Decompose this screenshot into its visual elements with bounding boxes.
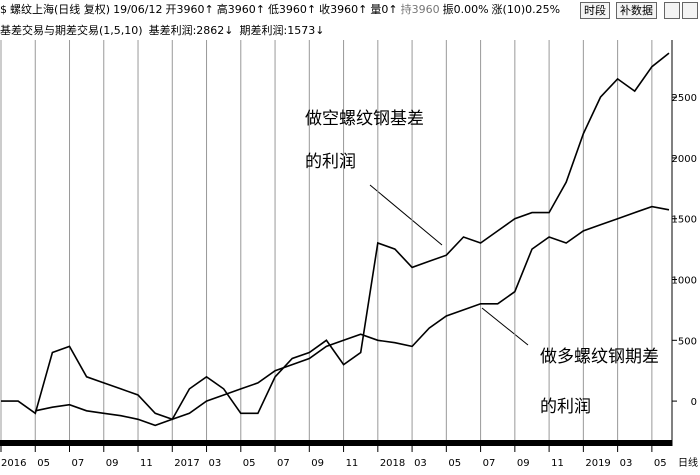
icon-button[interactable] (682, 2, 698, 19)
x-tick-label: 03 (414, 458, 427, 469)
x-tick-label: 11 (346, 458, 359, 469)
period-label: 日线 (678, 456, 698, 469)
x-tick-label: 07 (277, 458, 290, 469)
x-tick-label: 2016 (1, 458, 26, 469)
icon-button[interactable] (664, 2, 680, 19)
x-tick-label: 05 (243, 458, 256, 469)
x-tick-label: 05 (448, 458, 461, 469)
y-tick-label: 0 (691, 397, 697, 408)
fill-data-button[interactable]: 补数据 (616, 2, 657, 19)
quote-field: 持3960 (400, 3, 440, 16)
indicator-bar: 基差交易与期差交易(1,5,10) 基差利润:2862↓ 期差利润:1573↓ (0, 22, 330, 40)
x-tick-label: 11 (140, 458, 153, 469)
y-tick-label: 1500 (672, 215, 697, 226)
x-tick-label: 09 (517, 458, 530, 469)
x-tick-label: 09 (106, 458, 119, 469)
period-button[interactable]: 时段 (580, 2, 610, 19)
series-line (1, 52, 670, 421)
x-tick-label: 2018 (380, 458, 405, 469)
annotation-arrow (481, 307, 529, 346)
x-tick-label: 05 (654, 458, 667, 469)
y-tick-label: 2500 (672, 93, 697, 104)
quote-field: 收3960↑ (319, 3, 368, 16)
x-tick-label: 09 (311, 458, 324, 469)
annotation-arrow (369, 184, 443, 246)
annotation: 做空螺纹钢基差 (305, 109, 424, 129)
indicator-name: 基差交易与期差交易(1,5,10) (0, 24, 143, 37)
x-tick-label: 2019 (585, 458, 610, 469)
quote-field: 螺纹上海(日线 复权) (10, 3, 111, 16)
y-tick-label: 500 (678, 336, 697, 347)
series-line (35, 205, 670, 427)
quote-field: 低3960↑ (267, 3, 317, 16)
x-tick-label: 2017 (174, 458, 199, 469)
quote-field: 开3960↑ (165, 3, 214, 16)
quote-field: 19/06/12 (113, 3, 163, 16)
annotation: 的利润 (305, 152, 356, 172)
x-tick-label: 07 (483, 458, 496, 469)
symbol-icon: $ (0, 3, 7, 16)
x-tick-label: 03 (209, 458, 222, 469)
series-legend: 期差利润:1573↓ (239, 24, 325, 37)
x-tick-label: 03 (620, 458, 633, 469)
annotation: 做多螺纹钢期差 (540, 347, 659, 367)
x-tick-label: 11 (551, 458, 564, 469)
annotation: 的利润 (540, 397, 591, 417)
quote-field: 高3960↑ (216, 3, 265, 16)
quote-field: 量0↑ (370, 3, 398, 16)
quote-field: 振0.00% (442, 3, 489, 16)
y-tick-label: 1000 (672, 276, 697, 287)
series-legend: 基差利润:2862↓ (148, 24, 234, 37)
quote-bar: $ 螺纹上海(日线 复权) 19/06/12 开3960↑ 高3960↑ 低3960↑ 收3… (0, 0, 700, 20)
y-tick-label: 2000 (672, 154, 697, 165)
quote-field: 涨(10)0.25% (491, 3, 561, 16)
x-tick-label: 05 (37, 458, 50, 469)
x-tick-label: 07 (72, 458, 85, 469)
x-axis-band (0, 440, 672, 446)
